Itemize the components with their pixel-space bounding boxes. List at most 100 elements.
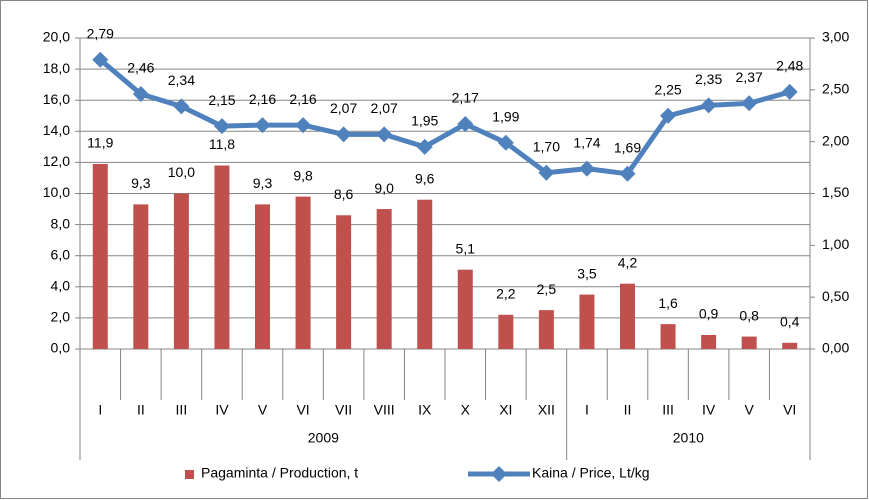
bar xyxy=(538,310,554,349)
data-label: 2,17 xyxy=(452,90,479,106)
data-label: 3,5 xyxy=(577,265,597,281)
x-tick-label: I xyxy=(98,402,102,418)
y-tick-label: 18,0 xyxy=(43,60,70,76)
data-label: 8,6 xyxy=(334,186,354,202)
price-marker xyxy=(457,116,474,133)
x-tick-label: III xyxy=(662,402,674,418)
data-label: 9,6 xyxy=(415,170,435,186)
x-tick-label: II xyxy=(137,402,145,418)
price-line xyxy=(98,57,791,177)
data-label: 0,4 xyxy=(780,313,800,329)
x-tick-label: III xyxy=(176,402,188,418)
legend-marker xyxy=(491,466,507,482)
price-marker xyxy=(132,85,149,102)
x-tick-label: II xyxy=(624,402,632,418)
y2-tick-label: 1,50 xyxy=(822,184,849,200)
y2-tick-label: 2,00 xyxy=(822,132,849,148)
x-tick-label: IV xyxy=(702,402,716,418)
data-label: 2,79 xyxy=(87,25,114,41)
x-tick-label: V xyxy=(258,402,268,418)
bar xyxy=(92,163,108,349)
price-marker xyxy=(741,95,758,112)
x-tick-label: V xyxy=(744,402,754,418)
data-label: 2,16 xyxy=(249,91,276,107)
price-marker xyxy=(660,107,677,124)
y-tick-label: 20,0 xyxy=(43,29,70,45)
data-label: 2,2 xyxy=(496,285,516,301)
y-tick-label: 0,0 xyxy=(51,340,71,356)
data-label: 2,07 xyxy=(330,100,357,116)
data-label: 9,3 xyxy=(253,175,273,191)
data-label: 11,8 xyxy=(209,136,235,152)
price-marker xyxy=(416,138,433,155)
bar xyxy=(214,165,230,349)
bar xyxy=(173,193,189,349)
y-tick-label: 8,0 xyxy=(51,215,71,231)
price-marker xyxy=(213,118,230,135)
bar xyxy=(701,335,717,349)
bar xyxy=(579,294,595,349)
bar xyxy=(457,269,473,349)
data-label: 9,8 xyxy=(293,167,313,183)
y2-tick-label: 2,50 xyxy=(822,81,849,97)
bar xyxy=(376,209,392,349)
price-marker xyxy=(254,117,271,134)
y-tick-label: 14,0 xyxy=(43,122,70,138)
bar xyxy=(417,199,433,349)
data-label: 2,46 xyxy=(127,60,154,76)
price-marker xyxy=(578,160,595,177)
data-label: 11,9 xyxy=(87,135,113,151)
data-label: 2,07 xyxy=(371,100,398,116)
data-label: 9,0 xyxy=(374,180,394,196)
y-tick-label: 4,0 xyxy=(51,278,71,294)
x-tick-label: XI xyxy=(499,402,512,418)
data-label: 2,16 xyxy=(289,91,316,107)
legend-swatch xyxy=(185,470,194,479)
data-label: 2,15 xyxy=(208,92,235,108)
data-label: 5,1 xyxy=(456,240,476,256)
data-label: 1,6 xyxy=(658,295,678,311)
data-label: 2,25 xyxy=(654,81,681,97)
bar xyxy=(295,196,311,349)
data-label: 1,99 xyxy=(492,108,519,124)
y2-tick-label: 3,00 xyxy=(822,29,849,45)
bar xyxy=(498,314,514,349)
bar xyxy=(133,204,149,349)
data-label: 2,35 xyxy=(695,71,722,87)
y-tick-label: 16,0 xyxy=(43,91,70,107)
price-marker xyxy=(335,126,352,143)
price-marker xyxy=(781,83,798,100)
x-tick-label: XII xyxy=(538,402,555,418)
data-label: 0,9 xyxy=(699,306,719,322)
x-tick-label: IV xyxy=(215,402,229,418)
x-tick-label: I xyxy=(585,402,589,418)
y-tick-label: 12,0 xyxy=(43,153,70,169)
x-tick-label: VII xyxy=(335,402,352,418)
x-tick-label: VI xyxy=(783,402,796,418)
legend-label: Pagaminta / Production, t xyxy=(201,465,358,481)
price-marker xyxy=(295,117,312,134)
y-tick-label: 2,0 xyxy=(51,309,71,325)
bar xyxy=(620,283,635,349)
y2-tick-label: 1,00 xyxy=(822,236,849,252)
data-label: 2,48 xyxy=(776,58,803,74)
data-label: 1,74 xyxy=(573,134,600,150)
y-tick-label: 10,0 xyxy=(43,184,70,200)
bar xyxy=(660,324,676,349)
x-tick-label: VI xyxy=(296,402,309,418)
legend-label: Kaina / Price, Lt/kg xyxy=(532,465,650,481)
bar xyxy=(255,204,270,349)
data-label: 1,70 xyxy=(533,138,560,154)
data-label: 2,34 xyxy=(168,72,195,88)
price-marker xyxy=(92,51,109,68)
group-label: 2009 xyxy=(308,430,339,446)
y2-tick-label: 0,50 xyxy=(822,288,849,304)
bar xyxy=(336,215,352,349)
data-label: 10,0 xyxy=(168,164,195,180)
price-marker xyxy=(700,97,717,114)
price-marker xyxy=(376,126,393,143)
data-label: 1,69 xyxy=(614,140,641,156)
data-label: 4,2 xyxy=(618,254,638,270)
data-label: 1,95 xyxy=(411,113,438,129)
x-tick-label: IX xyxy=(418,402,432,418)
